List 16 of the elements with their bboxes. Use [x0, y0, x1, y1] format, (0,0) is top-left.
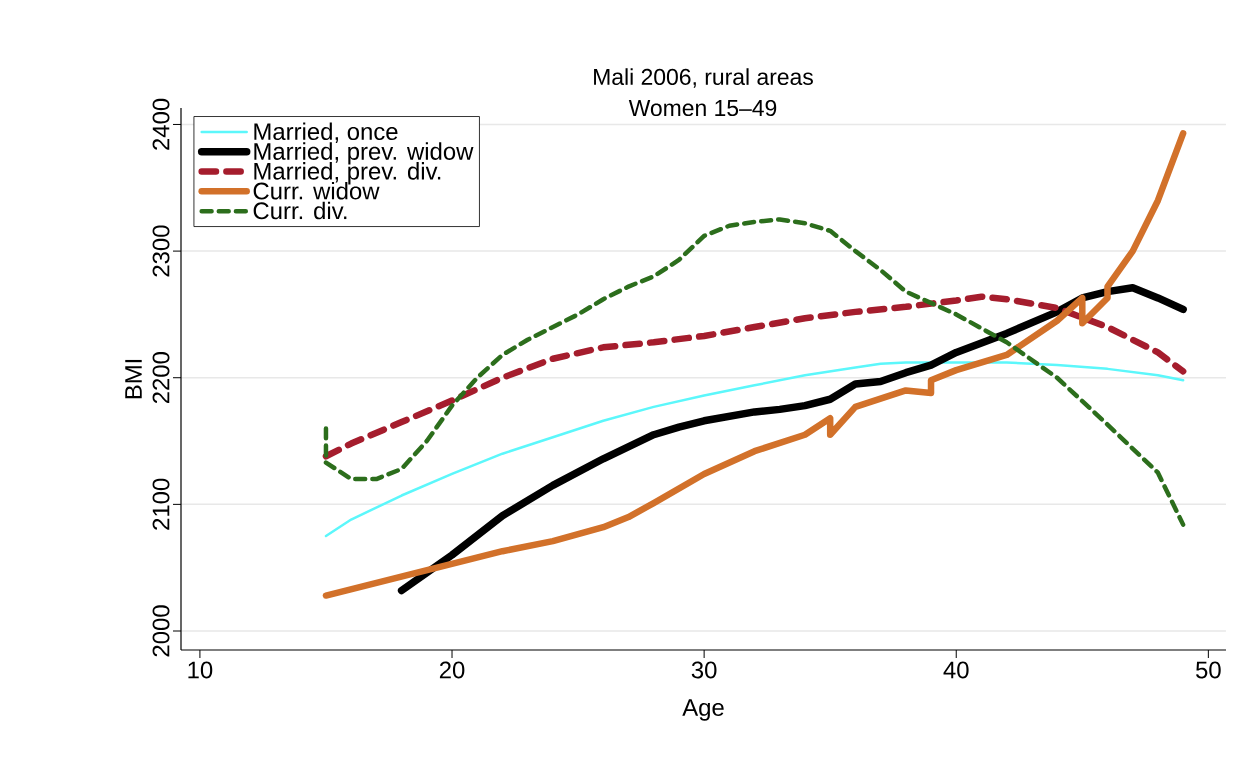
y-tick-label: 2000: [152, 605, 170, 657]
x-axis-title: Age: [682, 699, 724, 721]
y-tick-label: 2400: [152, 98, 170, 150]
chart-title: Mali 2006, rural areas: [594, 68, 813, 88]
x-tick-label: 30: [691, 661, 717, 679]
y-tick-label: 2200: [152, 352, 170, 404]
y-tick-label: 2100: [152, 478, 170, 530]
y-axis-title: BMI: [125, 359, 142, 399]
y-tick-label: 2300: [152, 225, 170, 277]
x-tick-label: 50: [1196, 661, 1221, 679]
chart-subtitle: Women 15–49: [628, 99, 777, 117]
legend-label: Curr. div.: [253, 201, 347, 220]
x-tick-label: 40: [943, 661, 969, 679]
x-tick-label: 20: [439, 661, 465, 679]
legend-label: Married, once: [254, 122, 398, 143]
x-tick-label: 10: [188, 661, 213, 679]
